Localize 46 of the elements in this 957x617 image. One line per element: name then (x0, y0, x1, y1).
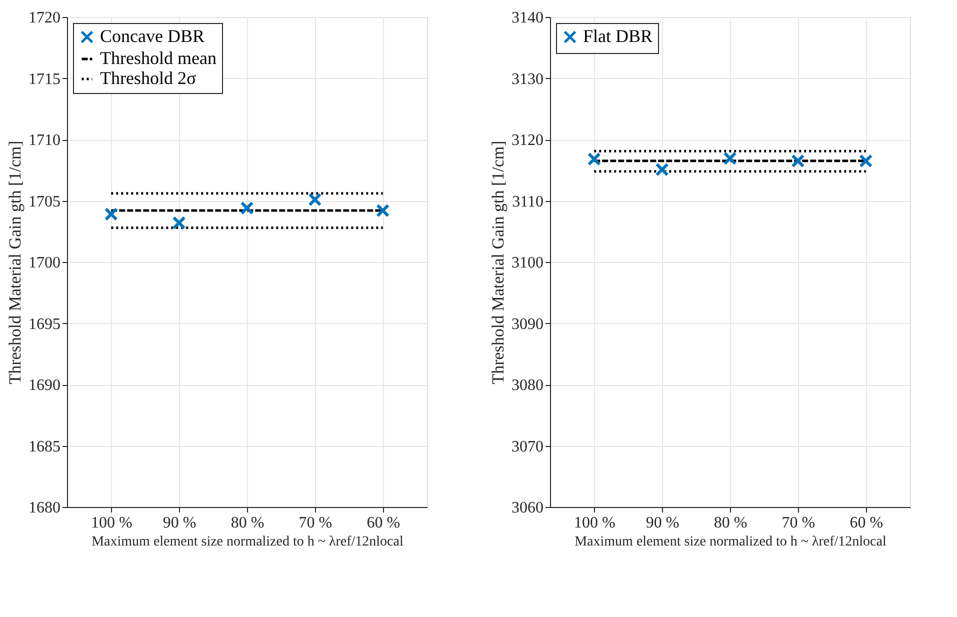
y-tick-label: 1705 (28, 193, 60, 210)
y-axis-title: Threshold Material Gain gth [1/cm] (6, 140, 24, 384)
y-tick-label: 1680 (28, 500, 60, 516)
y-tick-label: 3060 (512, 500, 544, 516)
y-tick-label: 3070 (512, 438, 544, 456)
y-tick-label: 1685 (28, 438, 60, 456)
x-tick-label: 80 % (230, 514, 264, 532)
point (104, 207, 118, 221)
x-tick-label: 100 % (574, 514, 616, 532)
y-tick-label: 3120 (512, 132, 544, 149)
legend-label: Flat DBR (583, 26, 653, 46)
y-tick-label: 1710 (28, 132, 60, 149)
point (376, 204, 390, 218)
y-tick-label: 3100 (512, 254, 544, 272)
point (723, 152, 737, 166)
legend-label: Threshold 2σ (100, 68, 196, 88)
point (859, 154, 873, 168)
point (172, 216, 186, 230)
y-tick-label: 3130 (512, 70, 544, 88)
y-tick-label: 1700 (28, 254, 60, 272)
y-tick-label: 3080 (512, 377, 544, 394)
x-axis-title: Maximum element size normalized to h ~ λref/12nlocal (92, 534, 404, 550)
x-tick-label: 80 % (714, 514, 748, 532)
point (655, 162, 669, 176)
x-axis-title: Maximum element size normalized to h ~ λref/12nlocal (574, 534, 886, 550)
point (791, 154, 805, 168)
x-tick-label: 70 % (782, 514, 816, 532)
y-tick-label: 1715 (28, 70, 60, 88)
y-axis-title: Threshold Material Gain gth [1/cm] (488, 140, 508, 384)
x-tick-label: 100 % (90, 514, 132, 532)
y-tick-label: 1720 (28, 10, 60, 26)
point (587, 152, 601, 166)
y-tick-label: 1695 (28, 316, 60, 333)
point (308, 192, 322, 206)
x-tick-label: 60 % (850, 514, 884, 532)
point (240, 201, 254, 215)
x-tick-label: 70 % (298, 514, 332, 532)
y-tick-label: 1690 (28, 377, 60, 394)
x-tick-label: 60 % (366, 514, 400, 532)
x-tick-label: 90 % (162, 514, 196, 532)
y-tick-label: 3110 (512, 193, 544, 210)
y-tick-label: 3090 (512, 316, 544, 333)
x-tick-label: 90 % (646, 514, 680, 532)
legend-label: Threshold mean (100, 48, 216, 68)
legend-label: Concave DBR (100, 26, 204, 46)
y-tick-label: 3140 (512, 10, 544, 26)
